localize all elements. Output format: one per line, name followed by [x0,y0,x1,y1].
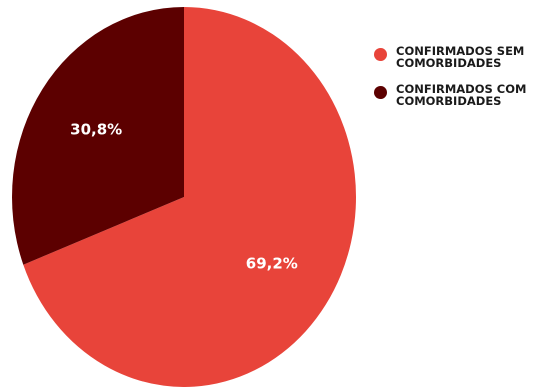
legend-item-com-comorbidades[interactable]: CONFIRMADOS COM COMORBIDADES [374,83,550,107]
legend-label-com-comorbidades: CONFIRMADOS COM COMORBIDADES [396,82,527,108]
legend-item-sem-comorbidades[interactable]: CONFIRMADOS SEM COMORBIDADES [374,45,550,69]
legend-label-sem-comorbidades: CONFIRMADOS SEM COMORBIDADES [396,44,525,70]
pie-data-labels: 69,2% 30,8% [70,121,298,273]
data-label-com-comorbidades: 30,8% [70,121,122,139]
legend-marker-com-comorbidades [374,86,387,99]
pie-slice-sem-comorbidades[interactable] [23,7,357,387]
pie-slice-com-comorbidades[interactable] [12,7,184,265]
pie-slices [12,7,357,387]
data-label-sem-comorbidades: 69,2% [246,254,298,272]
legend-marker-sem-comorbidades [374,48,387,61]
chart-legend: CONFIRMADOS SEM COMORBIDADES CONFIRMADOS… [374,45,550,121]
